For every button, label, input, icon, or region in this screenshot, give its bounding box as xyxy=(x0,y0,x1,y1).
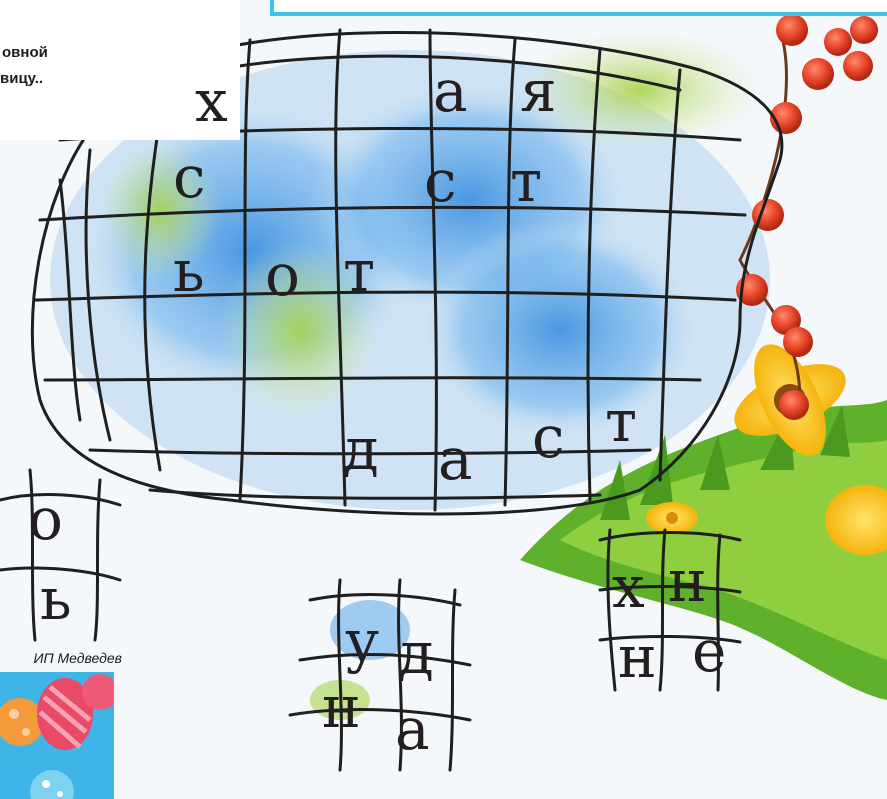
top-panel xyxy=(270,0,887,16)
letter-e: е xyxy=(692,617,727,685)
letter-o: о xyxy=(28,485,63,553)
letter-kh: х xyxy=(612,553,645,621)
letter-n: н xyxy=(322,673,361,741)
letter-kh: х xyxy=(195,67,228,135)
letter-u: у xyxy=(345,607,380,675)
letter-t: т xyxy=(510,147,543,215)
letter-ya: я xyxy=(520,57,557,125)
intro-text-line-2: вицу.. xyxy=(0,70,44,87)
intro-text-line-1: овной xyxy=(2,44,48,61)
letter-a: а xyxy=(433,57,468,125)
letter-soft-sign: ь xyxy=(173,237,205,305)
balloons-thumbnail xyxy=(0,672,114,799)
intro-card: овной вицу.. xyxy=(0,0,240,140)
letter-t: т xyxy=(605,387,638,455)
letter-t: т xyxy=(343,237,376,305)
letter-d: д xyxy=(398,619,434,687)
letter-n: н xyxy=(618,623,657,691)
letter-d: д xyxy=(343,415,379,483)
balloons-icon xyxy=(0,672,114,799)
letter-n: н xyxy=(668,547,707,615)
letter-s: с xyxy=(532,403,565,471)
letter-a: а xyxy=(395,695,430,763)
letter-s: с xyxy=(173,143,206,211)
letter-a: а xyxy=(438,425,473,493)
letter-s: с xyxy=(424,147,457,215)
letter-soft-sign: ь xyxy=(40,565,72,633)
credit-text: ИП Медведев xyxy=(33,650,122,666)
letter-o: о xyxy=(265,241,300,309)
